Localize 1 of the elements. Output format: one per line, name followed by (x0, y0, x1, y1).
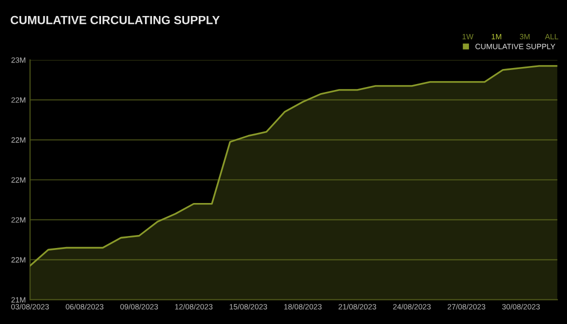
chart-title: CUMULATIVE CIRCULATING SUPPLY (10, 16, 220, 24)
